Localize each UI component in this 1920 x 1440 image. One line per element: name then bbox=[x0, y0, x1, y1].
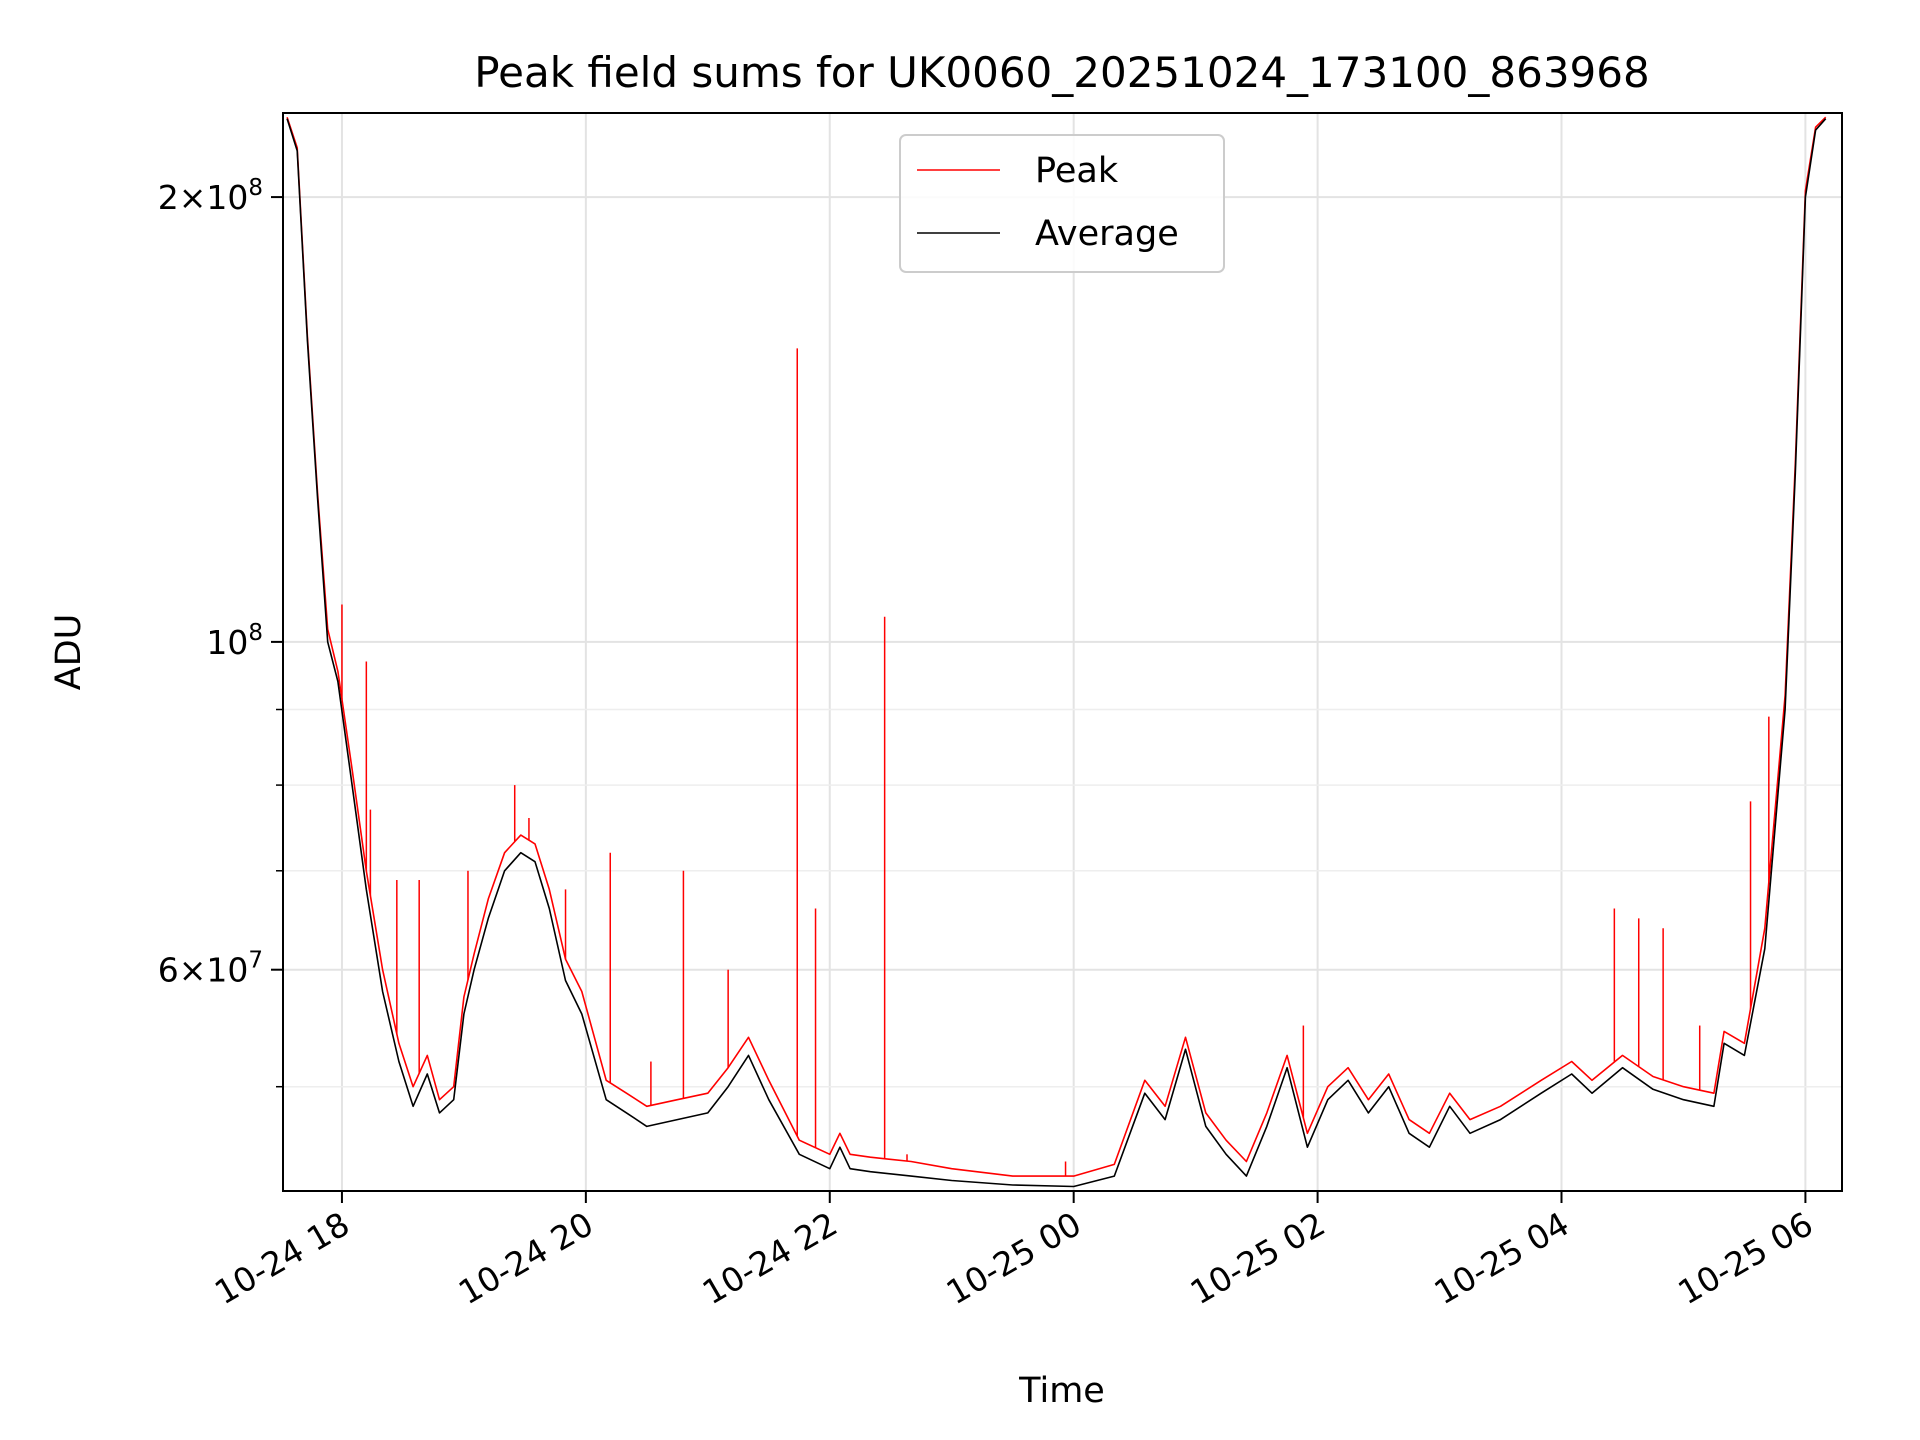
legend-label-peak: Peak bbox=[1035, 151, 1119, 191]
grid bbox=[283, 113, 1842, 1191]
y-axis-title: ADU bbox=[49, 614, 89, 691]
series-line-peak bbox=[286, 116, 1827, 1177]
y-tick-label: 2×108 bbox=[158, 175, 263, 217]
chart-title: Peak field sums for UK0060_20251024_1731… bbox=[474, 48, 1649, 97]
plot-frame bbox=[282, 112, 1843, 1192]
plot-series bbox=[286, 116, 1827, 1188]
y-tick-label: 6×107 bbox=[158, 948, 263, 990]
series-line-average bbox=[286, 118, 1827, 1188]
legend-label-average: Average bbox=[1035, 214, 1179, 254]
y-tick-label: 108 bbox=[206, 620, 263, 662]
legend: Peak Average bbox=[899, 134, 1225, 273]
x-axis-title: Time bbox=[1018, 1371, 1105, 1411]
